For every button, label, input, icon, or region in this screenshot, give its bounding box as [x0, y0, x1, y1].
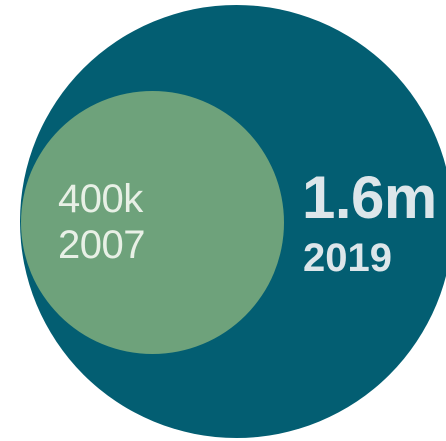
circle-2007: [21, 91, 284, 354]
year-label-2019: 2019: [303, 236, 392, 280]
label-2007: 400k 2007: [58, 176, 145, 268]
value-label-2007: 400k: [58, 177, 143, 221]
value-label-2019: 1.6m: [302, 164, 437, 231]
year-label-2007: 2007: [58, 223, 145, 267]
